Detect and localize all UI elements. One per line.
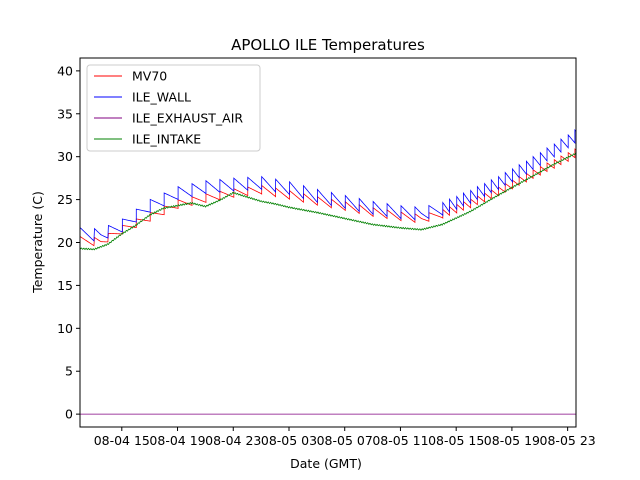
legend-label-ile-exhaust-air: ILE_EXHAUST_AIR: [132, 111, 243, 126]
series-line-ile-wall: [80, 128, 576, 242]
x-tick-label: 08-05 03: [261, 433, 317, 448]
y-tick-label: 30: [57, 149, 73, 164]
legend-box: [86, 64, 261, 152]
x-tick-label: 08-04 15: [94, 433, 150, 448]
y-axis: 0 5 10 15 20 25 30 35 40: [57, 63, 80, 422]
y-axis-label: Temperature (C): [30, 191, 45, 294]
legend-label-ile-intake: ILE_INTAKE: [132, 132, 201, 147]
x-tick-label: 08-04 19: [149, 433, 205, 448]
legend-label-mv70: MV70: [132, 69, 167, 84]
x-axis-label: Date (GMT): [290, 456, 362, 471]
series-line-ile-intake: [80, 152, 576, 251]
y-tick-label: 25: [57, 192, 73, 207]
legend-label-ile-wall: ILE_WALL: [132, 90, 191, 105]
y-tick-label: 5: [65, 364, 73, 379]
y-tick-label: 20: [57, 235, 73, 250]
x-tick-label: 08-05 15: [428, 433, 484, 448]
chart-title: APOLLO ILE Temperatures: [231, 36, 425, 54]
y-tick-label: 10: [57, 321, 73, 336]
x-tick-label: 08-04 23: [205, 433, 261, 448]
y-tick-label: 35: [57, 106, 73, 121]
x-axis: 08-04 15 08-04 19 08-04 23 08-05 03 08-05 07…: [94, 427, 596, 448]
x-tick-label: 08-05 07: [317, 433, 373, 448]
y-tick-label: 15: [57, 278, 73, 293]
legend: MV70 ILE_WALL ILE_EXHAUST_AIR ILE_INTAKE: [86, 64, 261, 152]
x-tick-label: 08-05 23: [540, 433, 596, 448]
y-tick-label: 40: [57, 63, 73, 78]
plot-area: [79, 57, 577, 428]
x-tick-label: 08-05 11: [372, 433, 428, 448]
y-tick-label: 0: [65, 407, 73, 422]
x-tick-label: 08-05 19: [484, 433, 540, 448]
